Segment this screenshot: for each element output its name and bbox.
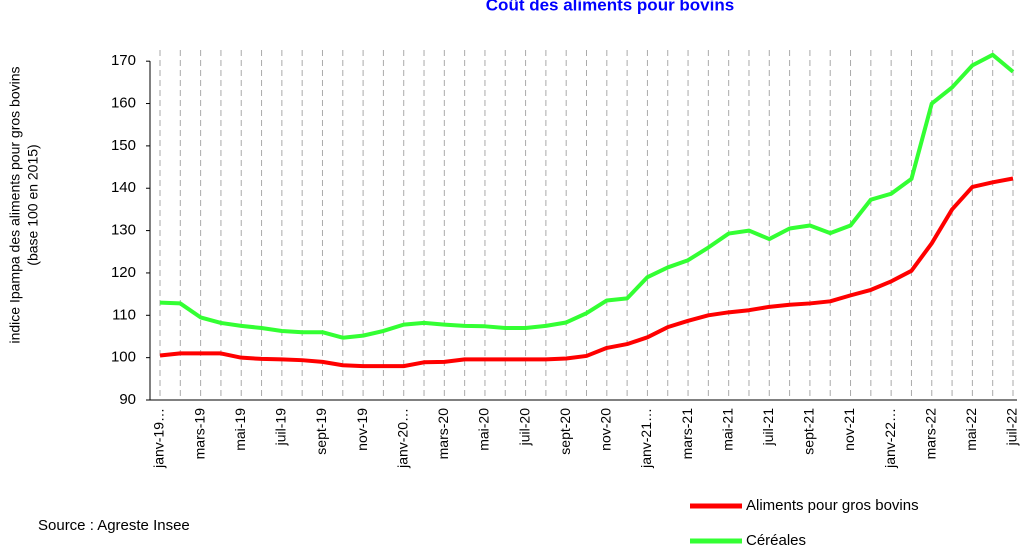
x-tick-label: mai-20	[476, 408, 492, 451]
y-tick-label: 150	[111, 137, 136, 154]
y-tick-label: 160	[111, 94, 136, 111]
x-tick-label: juil-22	[1004, 408, 1020, 447]
x-tick-label: juil-20	[516, 408, 532, 447]
y-tick-label: 130	[111, 222, 136, 239]
x-tick-label: mai-22	[963, 408, 979, 451]
y-tick-label: 100	[111, 349, 136, 366]
y-tick-label: 140	[111, 179, 136, 196]
x-tick-label: nov-19	[354, 408, 370, 451]
x-tick-label: nov-20	[598, 408, 614, 451]
x-tick-label: juil-19	[273, 408, 289, 447]
chart-title: Coût des aliments pour bovins	[486, 0, 734, 14]
legend-label: Céréales	[746, 532, 806, 549]
y-axis-label: indice Ipampa des aliments pour gros bov…	[7, 66, 41, 343]
y-tick-label: 110	[112, 306, 136, 323]
x-tick-label: sept-20	[557, 408, 573, 455]
legend-label: Aliments pour gros bovins	[746, 497, 919, 514]
x-tick-label: sept-21	[801, 408, 817, 455]
x-tick-label: janv-22…	[882, 408, 898, 469]
x-tick-label: nov-21	[841, 408, 857, 451]
x-tick-label: janv-19…	[151, 408, 167, 469]
series-line	[159, 176, 1014, 369]
x-tick-label: mars-20	[435, 408, 451, 460]
x-tick-label: janv-20…	[394, 408, 410, 469]
x-tick-label: juil-21	[760, 408, 776, 447]
y-axis-label-line: indice Ipampa des aliments pour gros bov…	[7, 66, 23, 343]
x-tick-label: mars-21	[679, 408, 695, 460]
y-tick-label: 170	[111, 52, 136, 69]
y-tick-label: 120	[111, 264, 136, 281]
x-tick-label: mars-19	[191, 408, 207, 460]
x-tick-label: mai-19	[232, 408, 248, 451]
x-tick-label: mai-21	[719, 408, 735, 451]
x-tick-label: mars-22	[922, 408, 938, 460]
x-tick-label: janv-21…	[638, 408, 654, 469]
y-axis-label-line: (base 100 en 2015)	[25, 144, 41, 265]
source: Source : Agreste Insee	[38, 517, 190, 534]
series-line	[159, 52, 1015, 340]
x-tick-label: sept-19	[313, 408, 329, 455]
y-tick-label: 90	[119, 391, 136, 408]
